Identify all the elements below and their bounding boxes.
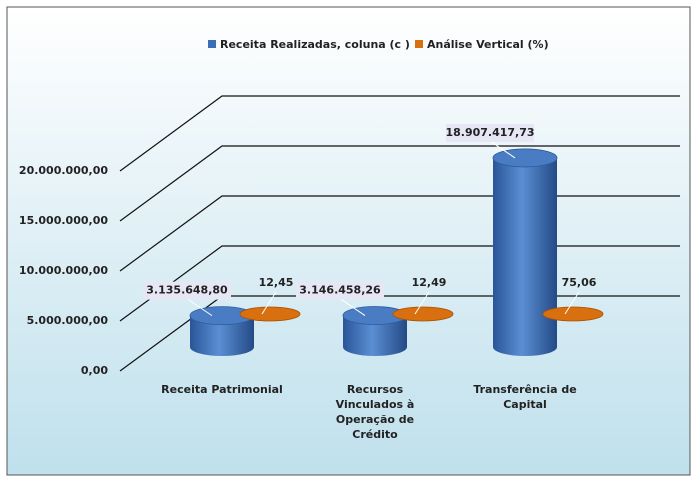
data-label: 3.135.648,80 bbox=[146, 284, 228, 297]
bar bbox=[239, 306, 301, 322]
x-tick-label: Receita Patrimonial bbox=[161, 383, 283, 396]
y-tick-label: 5.000.000,00 bbox=[27, 314, 109, 327]
y-tick-label: 10.000.000,00 bbox=[19, 264, 108, 277]
cylinder-body bbox=[493, 157, 557, 356]
bar bbox=[542, 306, 604, 322]
data-label-box bbox=[446, 123, 534, 142]
data-label: 12,45 bbox=[259, 276, 294, 289]
leader-line bbox=[564, 291, 580, 315]
data-label-box bbox=[143, 281, 231, 300]
grid-line bbox=[119, 95, 680, 172]
data-label-box bbox=[296, 281, 384, 300]
legend-swatch bbox=[208, 40, 216, 48]
leader-line bbox=[186, 298, 213, 317]
leader-line bbox=[414, 291, 430, 315]
x-tick-label: Recursos Vinculados à Operação de Crédit… bbox=[335, 383, 415, 441]
legend-label: Análise Vertical (%) bbox=[427, 38, 549, 51]
y-tick-label: 15.000.000,00 bbox=[19, 214, 108, 227]
x-tick-label: Transferência de Capital bbox=[473, 383, 577, 411]
disc bbox=[392, 306, 454, 322]
y-tick-label: 0,00 bbox=[81, 364, 108, 377]
cylinder-body bbox=[343, 315, 407, 356]
legend-swatch bbox=[415, 40, 423, 48]
cylinder-top bbox=[492, 148, 558, 168]
disc bbox=[542, 306, 604, 322]
data-label: 75,06 bbox=[562, 276, 597, 289]
legend-label: Receita Realizadas, coluna (c ) bbox=[220, 38, 410, 51]
bar bbox=[492, 148, 558, 356]
data-label: 3.146.458,26 bbox=[299, 284, 381, 297]
grid-line bbox=[119, 145, 680, 222]
cylinder-body bbox=[190, 315, 254, 356]
frame bbox=[6, 6, 691, 476]
y-tick-label: 20.000.000,00 bbox=[19, 164, 108, 177]
data-label: 18.907.417,73 bbox=[445, 126, 534, 139]
data-label: 12,49 bbox=[412, 276, 447, 289]
disc bbox=[239, 306, 301, 322]
bar bbox=[392, 306, 454, 322]
leader-line bbox=[339, 298, 366, 316]
leader-line bbox=[489, 140, 516, 159]
leader-line bbox=[261, 291, 277, 315]
